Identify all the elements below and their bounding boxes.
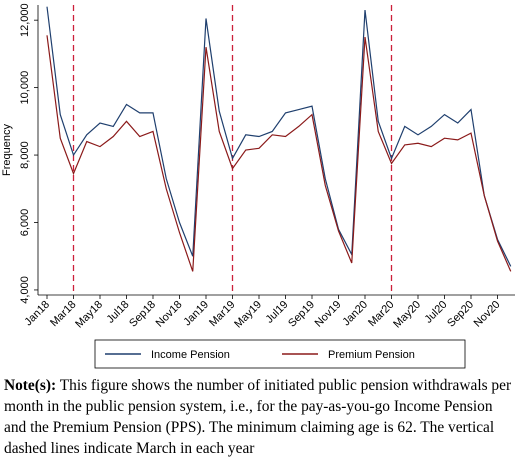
x-tick-label: Sep20 bbox=[445, 299, 476, 330]
legend-label: Income Pension bbox=[151, 349, 230, 361]
x-tick-label: May19 bbox=[232, 299, 264, 331]
x-tick-label: Mar18 bbox=[48, 299, 79, 330]
x-tick-label: May20 bbox=[391, 299, 423, 331]
legend-box bbox=[94, 339, 466, 369]
x-tick-label: Nov18 bbox=[154, 299, 185, 330]
x-tick-label: Nov19 bbox=[313, 299, 344, 330]
legend-label: Premium Pension bbox=[328, 349, 415, 361]
note-text: This figure shows the number of initiate… bbox=[4, 377, 512, 457]
note: Note(s): This figure shows the number of… bbox=[4, 375, 516, 459]
x-tick-label: May18 bbox=[73, 299, 105, 331]
y-tick-label: 8,000 bbox=[19, 141, 31, 169]
y-tick-label: 6,000 bbox=[19, 209, 31, 237]
x-tick-label: Sep18 bbox=[127, 299, 158, 330]
y-tick-label: 12,000 bbox=[19, 3, 31, 37]
series-line bbox=[46, 6, 512, 267]
y-tick-label: 10,000 bbox=[19, 71, 31, 105]
chart: Frequency 4,000 6,000 8,000 10,000 12,000 Jan… bbox=[1, 3, 515, 369]
x-tick-label: Jan19 bbox=[181, 299, 211, 329]
x-tick-label: Mar19 bbox=[207, 299, 238, 330]
x-tick-label: Sep19 bbox=[286, 299, 317, 330]
y-tick-label: 4,000 bbox=[19, 276, 31, 304]
x-tick-label: Nov20 bbox=[472, 299, 503, 330]
note-label: Note(s): bbox=[4, 377, 57, 394]
x-tick-label: Jan20 bbox=[340, 299, 370, 329]
series-line bbox=[46, 35, 512, 272]
x-tick-label: Mar20 bbox=[366, 299, 397, 330]
y-axis-label: Frequency bbox=[1, 124, 13, 176]
